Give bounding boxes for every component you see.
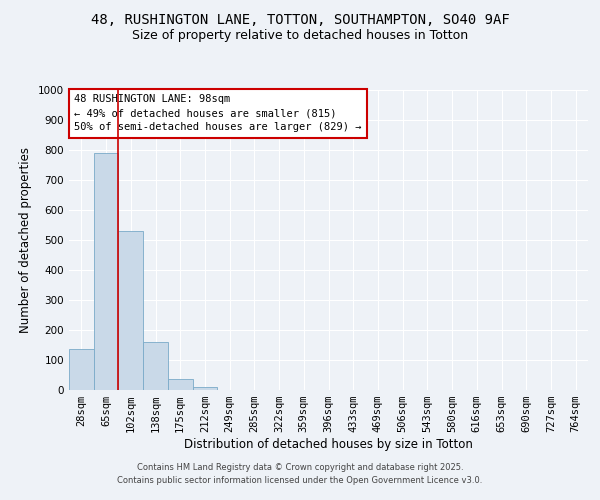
Bar: [69, 349, 94, 390]
Text: Contains public sector information licensed under the Open Government Licence v3: Contains public sector information licen…: [118, 476, 482, 485]
Bar: [94, 153, 118, 390]
X-axis label: Distribution of detached houses by size in Totton: Distribution of detached houses by size …: [184, 438, 473, 451]
Text: 48 RUSHINGTON LANE: 98sqm
← 49% of detached houses are smaller (815)
50% of semi: 48 RUSHINGTON LANE: 98sqm ← 49% of detac…: [74, 94, 362, 132]
Text: Size of property relative to detached houses in Totton: Size of property relative to detached ho…: [132, 30, 468, 43]
Bar: [193, 386, 217, 390]
Text: 48, RUSHINGTON LANE, TOTTON, SOUTHAMPTON, SO40 9AF: 48, RUSHINGTON LANE, TOTTON, SOUTHAMPTON…: [91, 14, 509, 28]
Y-axis label: Number of detached properties: Number of detached properties: [19, 147, 32, 333]
Bar: [118, 231, 143, 390]
Text: Contains HM Land Registry data © Crown copyright and database right 2025.: Contains HM Land Registry data © Crown c…: [137, 464, 463, 472]
Bar: [168, 379, 193, 390]
Bar: [143, 342, 168, 390]
